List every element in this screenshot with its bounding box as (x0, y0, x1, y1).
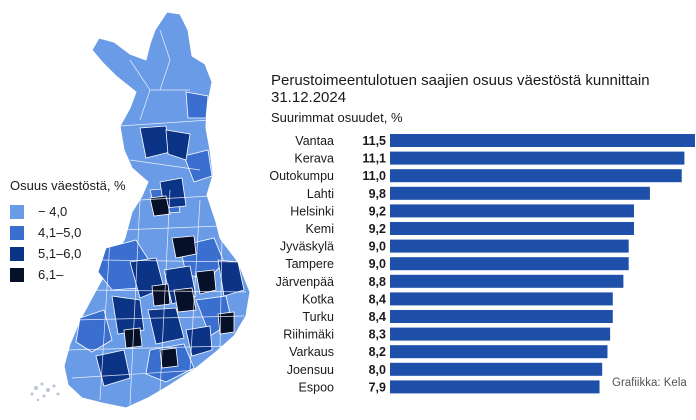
map-region-5-6 (111, 295, 145, 335)
value-label: 9,2 (369, 204, 386, 218)
municipal-borders (65, 29, 247, 406)
legend-item: 5,1–6,0 (10, 243, 126, 264)
value-label: 9,0 (369, 240, 386, 254)
bar (390, 222, 634, 235)
value-label: 9,0 (369, 257, 386, 271)
bar (390, 274, 624, 288)
map-region-6-plus (217, 311, 235, 335)
category-label: Kotka (302, 292, 334, 306)
legend-swatch (10, 267, 24, 282)
category-label: Vantaa (295, 134, 334, 148)
legend-swatch (10, 204, 24, 219)
value-label: 11,0 (362, 169, 386, 183)
bar (390, 380, 600, 394)
legend-item: − 4,0 (10, 201, 126, 222)
map-region-6-plus (149, 195, 171, 217)
bar (390, 169, 682, 183)
legend: Osuus väestöstä, % − 4,0 4,1–5,0 5,1–6,0 6,… (10, 178, 126, 285)
map-region-6-plus (151, 283, 171, 307)
value-label: 7,9 (369, 380, 386, 394)
category-label: Joensuu (287, 363, 334, 377)
legend-swatch (10, 225, 24, 240)
bar (390, 134, 695, 147)
source-credit: Grafiikka: Kela (612, 377, 687, 389)
map-region-6-plus (159, 347, 179, 369)
map-region-4-5 (75, 309, 113, 353)
bar (390, 345, 608, 359)
chart-subtitle: Suurimmat osuudet, % (271, 110, 403, 125)
map-region-4-5 (183, 149, 213, 183)
legend-swatch (10, 246, 24, 261)
legend-title: Osuus väestöstä, % (10, 178, 126, 193)
category-label: Varkaus (289, 345, 334, 359)
map-region-5-6 (147, 307, 185, 345)
legend-label: − 4,0 (38, 204, 68, 219)
value-label: 11,5 (362, 134, 386, 148)
value-label: 9,8 (369, 187, 386, 201)
category-label: Riihimäki (283, 328, 334, 342)
value-label: 8,4 (369, 310, 386, 324)
bar (390, 327, 611, 341)
finland-municipality-map (30, 11, 251, 409)
category-label: Järvenpää (276, 275, 334, 289)
map-region-5-6 (165, 129, 191, 161)
bar (390, 362, 603, 376)
archipelago-islands (30, 382, 60, 402)
category-label: Lahti (307, 187, 334, 201)
legend-label: 5,1–6,0 (38, 246, 82, 261)
value-label: 8,2 (369, 345, 386, 359)
value-label: 11,1 (362, 152, 386, 166)
map-region-6-plus (195, 269, 217, 295)
bar (390, 151, 685, 165)
category-label: Jyväskylä (280, 240, 334, 254)
chart-title: Perustoimeentulotuen saajien osuus väest… (271, 72, 650, 106)
value-label: 8,0 (369, 363, 386, 377)
legend-items: − 4,0 4,1–5,0 5,1–6,0 6,1– (10, 201, 126, 285)
map-region-5-6 (185, 325, 213, 357)
bar (390, 186, 650, 200)
bar (390, 239, 629, 253)
map-region-4-5 (185, 91, 209, 119)
bar-chart: Vantaa 11,5 Kerava 11,1 Outokumpu 11,0 Lahti 9,… (269, 134, 695, 394)
category-label: Outokumpu (269, 169, 334, 183)
category-label: Kerava (294, 152, 334, 166)
value-label: 8,8 (369, 275, 386, 289)
bar (390, 292, 613, 306)
category-label: Tampere (285, 257, 334, 271)
bar (390, 204, 634, 218)
map-region-6-plus (171, 235, 197, 259)
legend-label: 4,1–5,0 (38, 225, 82, 240)
bar (390, 310, 613, 323)
legend-item: 4,1–5,0 (10, 222, 126, 243)
value-label: 9,2 (369, 222, 386, 236)
value-label: 8,4 (369, 292, 386, 306)
map-region-6-plus (173, 287, 197, 313)
value-label: 8,3 (369, 328, 386, 342)
legend-item: 6,1– (10, 264, 126, 285)
category-label: Kemi (306, 222, 334, 236)
bar (390, 257, 629, 271)
category-label: Turku (303, 310, 335, 324)
map-region-5-6 (217, 259, 245, 297)
category-label: Helsinki (290, 204, 334, 218)
legend-label: 6,1– (38, 267, 64, 282)
category-label: Espoo (299, 380, 334, 394)
